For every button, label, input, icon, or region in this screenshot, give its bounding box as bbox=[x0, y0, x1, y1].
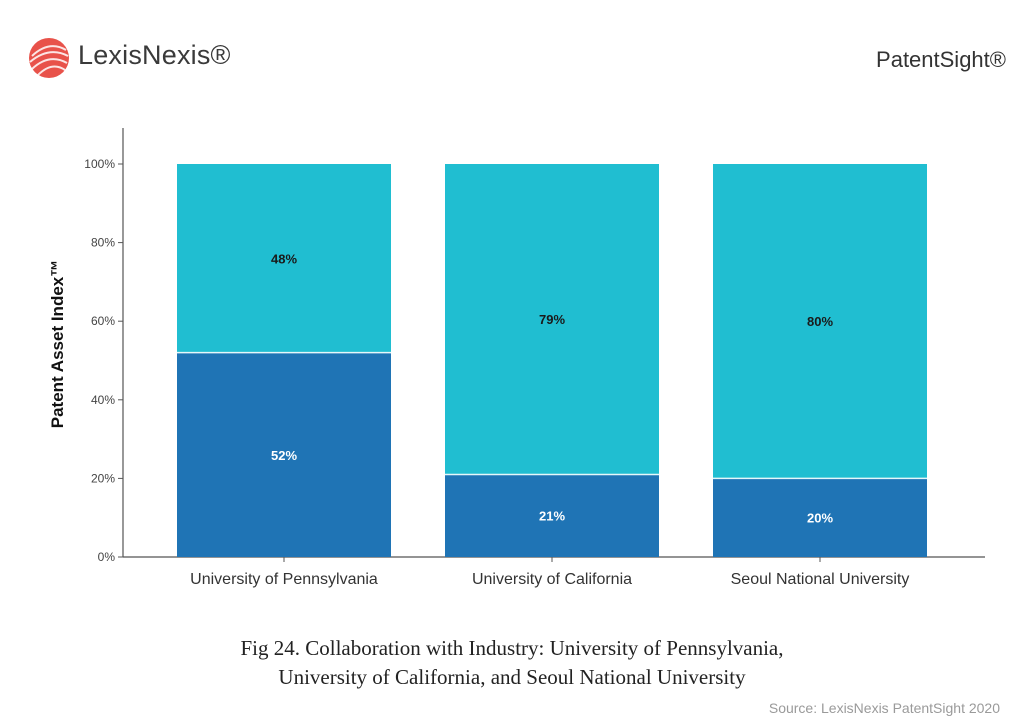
patentsight-brand: PatentSight® bbox=[876, 47, 1006, 72]
data-label: 80% bbox=[807, 314, 833, 329]
data-label: 79% bbox=[539, 312, 565, 327]
x-tick-label: University of Pennsylvania bbox=[190, 571, 378, 588]
y-tick-label: 20% bbox=[91, 471, 115, 485]
stacked-bar-chart: 0% 20% 40% 60% 80% 100% 52% 48% University of Pe… bbox=[48, 128, 985, 588]
lexisnexis-brand: LexisNexis® bbox=[78, 40, 231, 70]
x-tick-label: University of California bbox=[472, 571, 632, 588]
y-tick-label: 60% bbox=[91, 314, 115, 328]
source-note: Source: LexisNexis PatentSight 2020 bbox=[768, 700, 1000, 716]
y-tick-label: 100% bbox=[84, 157, 115, 171]
caption-line-2: University of California, and Seoul Nati… bbox=[278, 665, 746, 689]
bar-segment bbox=[445, 164, 659, 475]
bar-segment bbox=[713, 164, 927, 479]
bar-segment bbox=[713, 478, 927, 557]
data-label: 52% bbox=[271, 448, 297, 463]
caption-line-1: Fig 24. Collaboration with Industry: Uni… bbox=[240, 636, 784, 660]
bar-segment bbox=[177, 164, 391, 353]
y-tick-label: 40% bbox=[91, 393, 115, 407]
data-label: 48% bbox=[271, 251, 297, 266]
y-tick-label: 0% bbox=[98, 550, 116, 564]
bar-segment bbox=[177, 352, 391, 557]
y-axis-title: Patent Asset Index™ bbox=[48, 260, 67, 428]
data-label: 21% bbox=[539, 509, 565, 524]
data-label: 20% bbox=[807, 511, 833, 526]
lexisnexis-sphere-icon bbox=[29, 38, 69, 78]
x-tick-label: Seoul National University bbox=[731, 571, 910, 588]
bar-segment bbox=[445, 474, 659, 557]
y-tick-label: 80% bbox=[91, 236, 115, 250]
figure-caption: Fig 24. Collaboration with Industry: Uni… bbox=[0, 634, 1024, 692]
